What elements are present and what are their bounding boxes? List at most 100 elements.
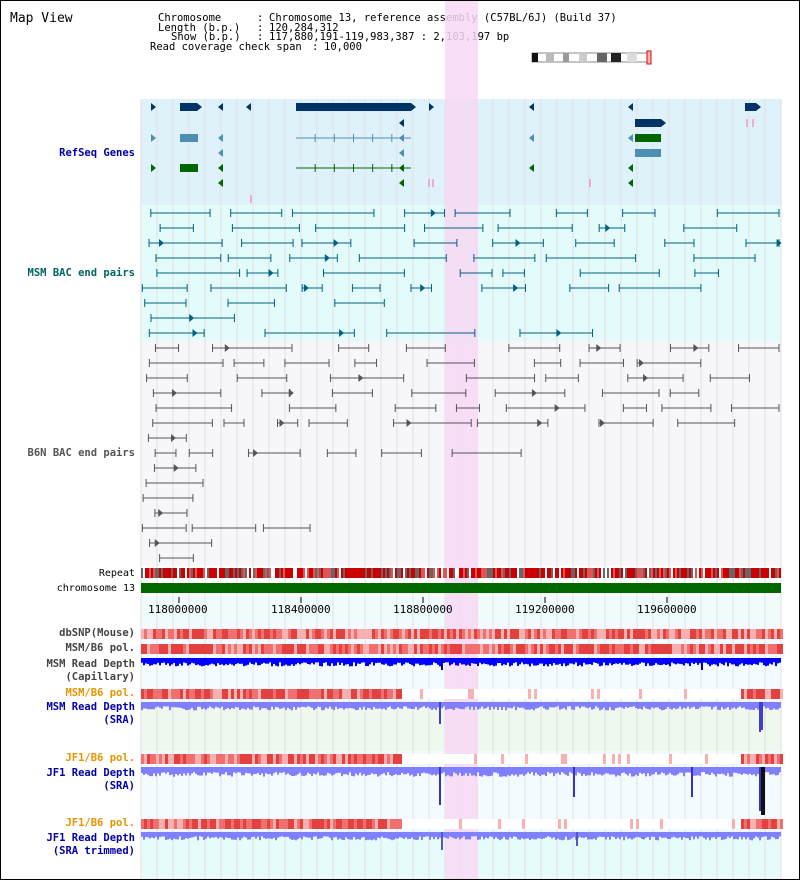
depth-bar	[157, 702, 159, 707]
heatmap-cell	[621, 644, 624, 654]
repeat-segment	[261, 568, 263, 578]
depth-bar	[469, 702, 471, 710]
heatmap-cell	[408, 644, 411, 654]
depth-bar	[355, 658, 357, 667]
depth-bar	[611, 702, 613, 711]
heatmap-cell	[468, 689, 471, 699]
depth-bar	[207, 702, 209, 709]
heatmap-cell	[510, 644, 513, 654]
heatmap-cell	[438, 754, 441, 764]
repeat-segment	[595, 568, 597, 578]
depth-bar	[651, 658, 653, 666]
depth-bar	[485, 702, 487, 709]
depth-bar	[151, 702, 153, 710]
depth-spike	[441, 658, 443, 670]
depth-bar	[451, 767, 453, 777]
heatmap-cell	[513, 689, 516, 699]
depth-bar	[519, 702, 521, 708]
depth-bar	[489, 767, 491, 777]
depth-bar	[353, 767, 355, 777]
depth-bar	[251, 832, 253, 838]
depth-bar	[673, 767, 675, 776]
depth-bar	[557, 702, 559, 707]
heatmap-cell	[744, 819, 747, 829]
depth-bar	[739, 767, 741, 774]
gene-arrow	[756, 103, 761, 111]
heatmap-cell	[297, 754, 300, 764]
heatmap-cell	[519, 689, 522, 699]
heatmap-cell	[174, 754, 177, 764]
heatmap-cell	[204, 819, 207, 829]
heatmap-cell	[348, 819, 351, 829]
depth-bar	[587, 832, 589, 840]
track-label-refseq[interactable]: RefSeq Genes	[59, 147, 135, 159]
heatmap-cell	[693, 754, 696, 764]
depth-bar	[225, 832, 227, 838]
depth-bar	[681, 832, 683, 840]
depth-bar	[251, 767, 253, 776]
repeat-segment	[603, 568, 605, 578]
heatmap-cell	[741, 819, 744, 829]
depth-bar	[339, 832, 341, 839]
heatmap-cell	[756, 644, 759, 654]
depth-bar	[193, 767, 195, 773]
depth-bar	[175, 767, 177, 775]
heatmap-cell	[570, 689, 573, 699]
depth-bar	[599, 658, 601, 667]
repeat-segment	[353, 568, 355, 578]
repeat-segment	[531, 568, 533, 578]
heatmap-cell	[567, 689, 570, 699]
depth-bar	[181, 702, 183, 709]
depth-bar	[315, 702, 317, 709]
track-label-msm-bac[interactable]: MSM BAC end pairs	[27, 267, 135, 279]
heatmap-cell	[702, 819, 705, 829]
depth-bar	[451, 702, 453, 710]
depth-bar	[433, 832, 435, 840]
heatmap-cell	[375, 689, 378, 699]
depth-bar	[289, 767, 291, 775]
depth-bar	[775, 658, 777, 667]
heatmap-cell	[450, 754, 453, 764]
heatmap-cell	[624, 754, 627, 764]
repeat-segment	[475, 568, 477, 578]
depth-bar	[259, 767, 261, 776]
heatmap-cell	[738, 644, 741, 654]
heatmap-cell	[687, 629, 690, 639]
heatmap-cell	[504, 644, 507, 654]
repeat-segment	[237, 568, 239, 578]
depth-bar	[233, 658, 235, 666]
depth-bar	[501, 832, 503, 840]
heatmap-cell	[762, 644, 765, 654]
depth-bar	[663, 767, 665, 774]
heatmap-cell	[279, 629, 282, 639]
depth-bar	[511, 832, 513, 839]
track-label-b6n-bac[interactable]: B6N BAC end pairs	[27, 447, 135, 459]
heatmap-cell	[315, 644, 318, 654]
depth-bar	[453, 832, 455, 839]
depth-bar	[541, 702, 543, 707]
depth-bar	[433, 702, 435, 709]
depth-bar	[291, 767, 293, 777]
heatmap-cell	[597, 754, 600, 764]
depth-bar	[463, 702, 465, 710]
heatmap-cell	[462, 819, 465, 829]
depth-bar	[761, 658, 763, 663]
heatmap-cell	[402, 754, 405, 764]
depth-bar	[709, 658, 711, 667]
depth-bar	[397, 767, 399, 776]
depth-bar	[325, 832, 327, 837]
depth-bar	[225, 767, 227, 773]
repeat-segment	[169, 568, 171, 578]
heatmap-cell	[354, 819, 357, 829]
depth-bar	[305, 767, 307, 776]
heatmap-cell	[651, 689, 654, 699]
depth-bar	[667, 658, 669, 665]
heatmap-cell	[357, 689, 360, 699]
heatmap-cell	[705, 629, 708, 639]
depth-bar	[427, 658, 429, 666]
depth-bar	[423, 658, 425, 665]
depth-bar	[649, 702, 651, 710]
depth-bar	[293, 658, 295, 666]
repeat-segment	[653, 568, 655, 578]
